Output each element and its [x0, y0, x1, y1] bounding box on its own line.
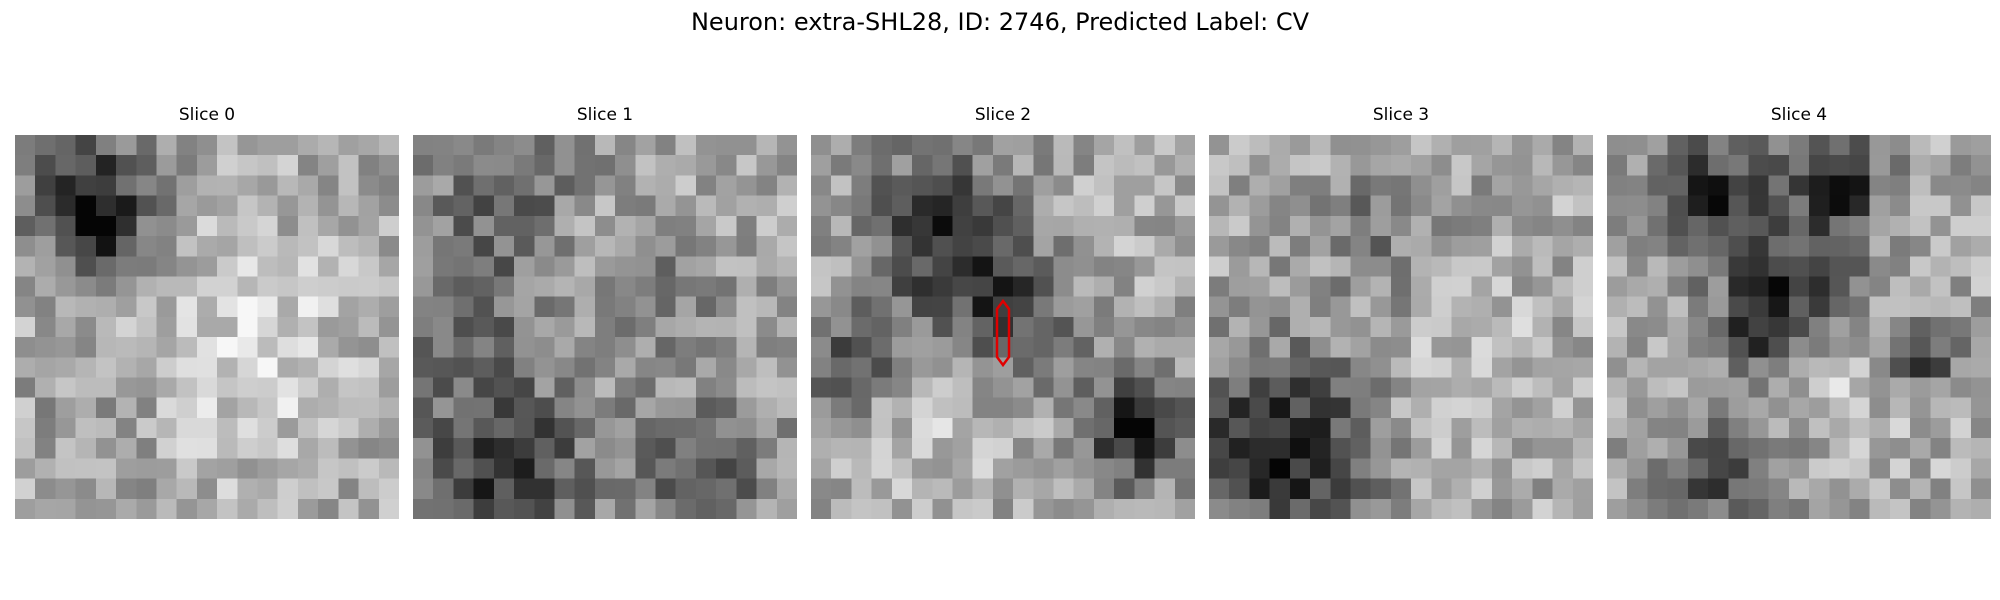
- slice-image: [413, 135, 797, 519]
- slice-title: Slice 3: [1372, 105, 1430, 125]
- slice-title: Slice 1: [576, 105, 634, 125]
- figure-title: Neuron: extra-SHL28, ID: 2746, Predicted…: [690, 8, 1310, 36]
- slice-image: [811, 135, 1195, 519]
- slice-image: [1607, 135, 1991, 519]
- slice-title: Slice 4: [1770, 105, 1828, 125]
- slice-image: [1209, 135, 1593, 519]
- slice-title: Slice 2: [974, 105, 1032, 125]
- slice-image: [15, 135, 399, 519]
- slice-title: Slice 0: [178, 105, 236, 125]
